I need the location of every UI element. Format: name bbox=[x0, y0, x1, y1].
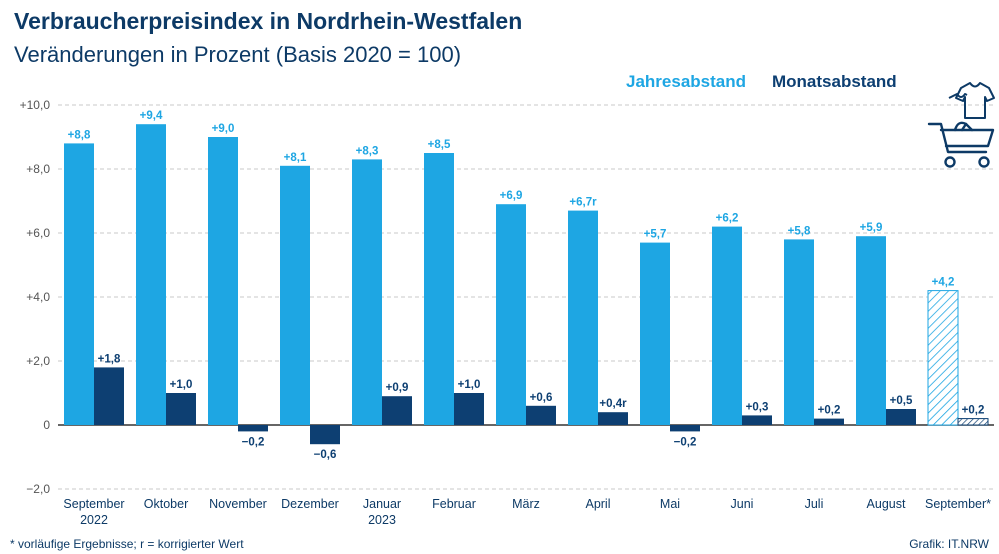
y-tick-label: −2,0 bbox=[26, 482, 50, 496]
y-tick-label: +8,0 bbox=[26, 162, 50, 176]
x-axis-ticks: September 2022 Oktober November Dezember Janu… bbox=[63, 497, 991, 527]
data-label-monatsabstand: +1,8 bbox=[98, 353, 121, 365]
data-label-jahresabstand: +8,5 bbox=[428, 139, 451, 151]
data-label-jahresabstand: +9,4 bbox=[140, 110, 163, 122]
bar-monatsabstand bbox=[886, 409, 916, 425]
source-credit: Grafik: IT.NRW bbox=[909, 537, 989, 551]
data-label-monatsabstand: −0,6 bbox=[314, 449, 337, 461]
tshirt-icon bbox=[948, 82, 995, 119]
data-label-monatsabstand: +0,2 bbox=[962, 405, 985, 417]
x-tick-label: Juni bbox=[731, 497, 754, 511]
footnote: * vorläufige Ergebnisse; r = korrigierte… bbox=[10, 537, 244, 551]
data-label-monatsabstand: +1,0 bbox=[458, 379, 481, 391]
data-labels: +8,8 +1,8 +9,4 +1,0 +9,0 −0,2 +8,1 −0,6 +8,3 +0,9… bbox=[68, 110, 985, 461]
x-tick-label: Juli bbox=[805, 497, 824, 511]
bar-jahresabstand bbox=[856, 236, 886, 425]
bar-monatsabstand bbox=[526, 405, 556, 425]
bar-monatsabstand bbox=[742, 415, 772, 425]
data-label-jahresabstand: +8,3 bbox=[356, 145, 379, 157]
bar-jahresabstand bbox=[424, 153, 454, 425]
bar-monatsabstand bbox=[670, 425, 700, 432]
x-tick-sublabel: 2022 bbox=[80, 513, 108, 527]
data-label-jahresabstand: +6,9 bbox=[500, 190, 523, 202]
bar-monatsabstand bbox=[382, 396, 412, 425]
x-tick-label: November bbox=[209, 497, 267, 511]
data-label-jahresabstand: +9,0 bbox=[212, 123, 235, 135]
bar-jahresabstand bbox=[136, 124, 166, 425]
x-tick-label: Oktober bbox=[144, 497, 188, 511]
y-tick-label: +10,0 bbox=[20, 98, 51, 112]
data-label-jahresabstand: +8,1 bbox=[284, 152, 307, 164]
x-tick-label: Januar bbox=[363, 497, 401, 511]
data-label-jahresabstand: +6,2 bbox=[716, 213, 739, 225]
bar-jahresabstand bbox=[280, 165, 310, 426]
x-tick-sublabel: 2023 bbox=[368, 513, 396, 527]
legend-monatsabstand: Monatsabstand bbox=[772, 72, 897, 91]
x-tick-label: Februar bbox=[432, 497, 476, 511]
data-label-monatsabstand: +0,4r bbox=[599, 398, 627, 410]
bar-monatsabstand bbox=[238, 425, 268, 432]
data-label-jahresabstand: +4,2 bbox=[932, 277, 955, 289]
chart-subtitle: Veränderungen in Prozent (Basis 2020 = 1… bbox=[14, 42, 462, 67]
bar-monatsabstand bbox=[166, 393, 196, 425]
x-tick-label: August bbox=[867, 497, 906, 511]
y-tick-label: 0 bbox=[43, 418, 50, 432]
bar-monatsabstand bbox=[814, 418, 844, 425]
data-label-jahresabstand: +5,8 bbox=[788, 225, 811, 237]
data-label-monatsabstand: −0,2 bbox=[242, 436, 265, 448]
bar-monatsabstand bbox=[598, 412, 628, 425]
bar-jahresabstand bbox=[568, 210, 598, 425]
y-tick-label: +6,0 bbox=[26, 226, 50, 240]
data-label-jahresabstand: +8,8 bbox=[68, 129, 91, 141]
bar-jahresabstand bbox=[640, 242, 670, 425]
bar-monatsabstand bbox=[310, 425, 340, 445]
x-tick-label: Mai bbox=[660, 497, 680, 511]
data-label-monatsabstand: +0,5 bbox=[890, 395, 913, 407]
bar-jahresabstand bbox=[64, 143, 94, 425]
x-tick-label: April bbox=[585, 497, 610, 511]
bar-jahresabstand bbox=[496, 204, 526, 425]
data-label-monatsabstand: +0,3 bbox=[746, 401, 769, 413]
bar-jahresabstand bbox=[208, 137, 238, 425]
bar-jahresabstand bbox=[784, 239, 814, 425]
bar-monatsabstand bbox=[94, 367, 124, 425]
bar-jahresabstand bbox=[352, 159, 382, 425]
x-tick-label: September* bbox=[925, 497, 991, 511]
y-tick-label: +2,0 bbox=[26, 354, 50, 368]
y-axis-ticks: +10,0 +8,0 +6,0 +4,0 +2,0 0 −2,0 bbox=[20, 98, 51, 496]
data-label-monatsabstand: +0,2 bbox=[818, 405, 841, 417]
data-label-monatsabstand: +0,9 bbox=[386, 382, 409, 394]
data-label-jahresabstand: +6,7r bbox=[569, 197, 597, 209]
chart-title: Verbraucherpreisindex in Nordrhein-Westf… bbox=[14, 8, 523, 34]
data-label-jahresabstand: +5,9 bbox=[860, 222, 883, 234]
x-tick-label: September bbox=[63, 497, 124, 511]
data-label-jahresabstand: +5,7 bbox=[644, 229, 667, 241]
data-label-monatsabstand: −0,2 bbox=[674, 436, 697, 448]
data-label-monatsabstand: +0,6 bbox=[530, 392, 553, 404]
legend-jahresabstand: Jahresabstand bbox=[626, 72, 746, 91]
x-tick-label: Dezember bbox=[281, 497, 339, 511]
data-label-monatsabstand: +1,0 bbox=[170, 379, 193, 391]
bar-jahresabstand bbox=[927, 290, 959, 426]
bar-monatsabstand bbox=[957, 418, 989, 426]
shopping-cart-icon bbox=[927, 121, 995, 168]
bar-jahresabstand bbox=[712, 226, 742, 425]
x-tick-label: März bbox=[512, 497, 540, 511]
bars bbox=[64, 124, 989, 445]
y-tick-label: +4,0 bbox=[26, 290, 50, 304]
bar-monatsabstand bbox=[454, 393, 484, 425]
